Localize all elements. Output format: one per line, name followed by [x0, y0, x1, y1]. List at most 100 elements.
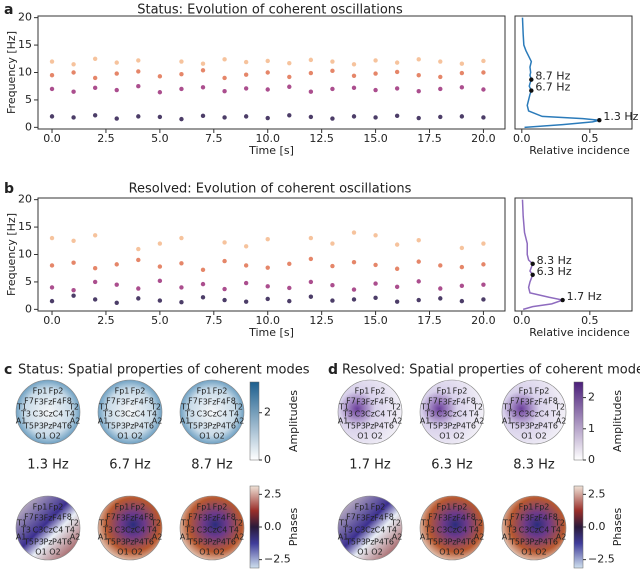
point: [49, 235, 55, 241]
electrode-label: Fz: [126, 398, 135, 407]
electrode-label: F8: [62, 397, 72, 406]
peak-label: 6.7 Hz: [535, 81, 570, 94]
point: [243, 59, 249, 65]
electrode-label: Fp1: [519, 503, 534, 512]
point: [71, 238, 76, 243]
point: [351, 73, 357, 78]
electrode-label: T3: [342, 526, 353, 535]
electrode-label: F7: [510, 513, 520, 522]
electrode-label: C4: [217, 410, 228, 419]
electrode-label: C3: [437, 410, 448, 419]
electrode-label: T4: [228, 410, 239, 419]
electrode-label: Pz: [125, 422, 134, 431]
peak-marker: [560, 297, 565, 303]
electrode-label: T1: [502, 403, 513, 412]
point: [373, 233, 378, 238]
electrode-label: T2: [150, 519, 161, 528]
electrode-label: Fp1: [33, 387, 48, 396]
electrode-label: A1: [502, 533, 513, 542]
electrode-label: A1: [420, 417, 431, 426]
electrode-label: A2: [234, 533, 245, 542]
electrode-label: A2: [392, 417, 403, 426]
electrode-label: A1: [98, 417, 109, 426]
point: [265, 87, 270, 92]
electrode-label: F4: [374, 398, 384, 407]
electrode-label: T4: [550, 526, 561, 535]
electrode-label: Cz: [447, 526, 457, 535]
point: [351, 114, 357, 119]
x-tick-label: 2.5: [97, 132, 115, 145]
electrode-label: Cz: [207, 410, 217, 419]
colorbar: [249, 381, 260, 461]
electrode-label: C3: [355, 526, 366, 535]
point: [114, 60, 119, 65]
point: [114, 300, 119, 305]
point: [136, 257, 141, 263]
electrode-label: Fp2: [213, 503, 228, 512]
electrode-label: O1: [35, 432, 46, 441]
electrode-label: F7: [346, 513, 356, 522]
panel-label: c: [4, 362, 12, 378]
electrode-label: P4: [538, 538, 548, 547]
electrode-label: T5: [105, 422, 116, 431]
point: [459, 85, 465, 90]
x-tick-label: 0.5: [581, 132, 599, 145]
electrode-label: T5: [23, 422, 34, 431]
y-axis-label: Frequency [Hz]: [5, 213, 18, 296]
electrode-label: F4: [456, 398, 466, 407]
electrode-label: F8: [226, 397, 236, 406]
point: [394, 242, 400, 247]
point: [351, 62, 357, 67]
electrode-label: T6: [61, 538, 72, 547]
electrode-label: O1: [439, 548, 450, 557]
density-line: [521, 17, 600, 129]
point: [373, 262, 378, 268]
electrode-label: T2: [554, 403, 565, 412]
panel-label: b: [4, 181, 14, 197]
point: [481, 262, 486, 267]
point: [200, 68, 206, 73]
point: [114, 87, 119, 93]
point: [394, 60, 400, 65]
electrode-label: C3: [115, 410, 126, 419]
point: [114, 282, 119, 287]
electrode-label: F7: [346, 397, 356, 406]
electrode-label: C3: [33, 526, 44, 535]
x-tick-label: 0.0: [513, 314, 531, 327]
electrode-label: T1: [420, 403, 431, 412]
electrode-label: T4: [468, 410, 479, 419]
point: [114, 262, 119, 267]
electrode-label: Fz: [530, 398, 539, 407]
point: [330, 59, 335, 64]
electrode-label: T1: [16, 519, 27, 528]
point: [481, 70, 486, 75]
point: [157, 278, 163, 284]
electrode-label: T2: [232, 403, 243, 412]
point: [308, 294, 314, 299]
electrode-label: A1: [16, 533, 27, 542]
x-tick-label: 0.0: [43, 132, 61, 145]
peak-label: 1.3 Hz: [603, 110, 638, 123]
electrode-label: T6: [383, 422, 394, 431]
electrode-label: Pz: [365, 538, 374, 547]
plot-frame: [514, 15, 633, 130]
point: [416, 73, 421, 78]
peak-label: 8.7 Hz: [535, 70, 570, 83]
point: [373, 115, 378, 120]
electrode-label: T6: [547, 422, 558, 431]
point: [265, 70, 270, 75]
electrode-label: F8: [384, 513, 394, 522]
point: [136, 286, 141, 291]
x-tick-label: 7.5: [205, 314, 223, 327]
point: [438, 74, 443, 80]
electrode-label: Fz: [366, 514, 375, 523]
electrode-label: Fp2: [453, 503, 468, 512]
electrode-label: C3: [115, 526, 126, 535]
point: [92, 56, 98, 61]
point: [351, 230, 357, 235]
electrode-label: P4: [134, 422, 144, 431]
plot-frame: [37, 197, 506, 312]
electrode-label: A2: [152, 533, 163, 542]
point: [373, 71, 378, 76]
point: [71, 70, 76, 75]
